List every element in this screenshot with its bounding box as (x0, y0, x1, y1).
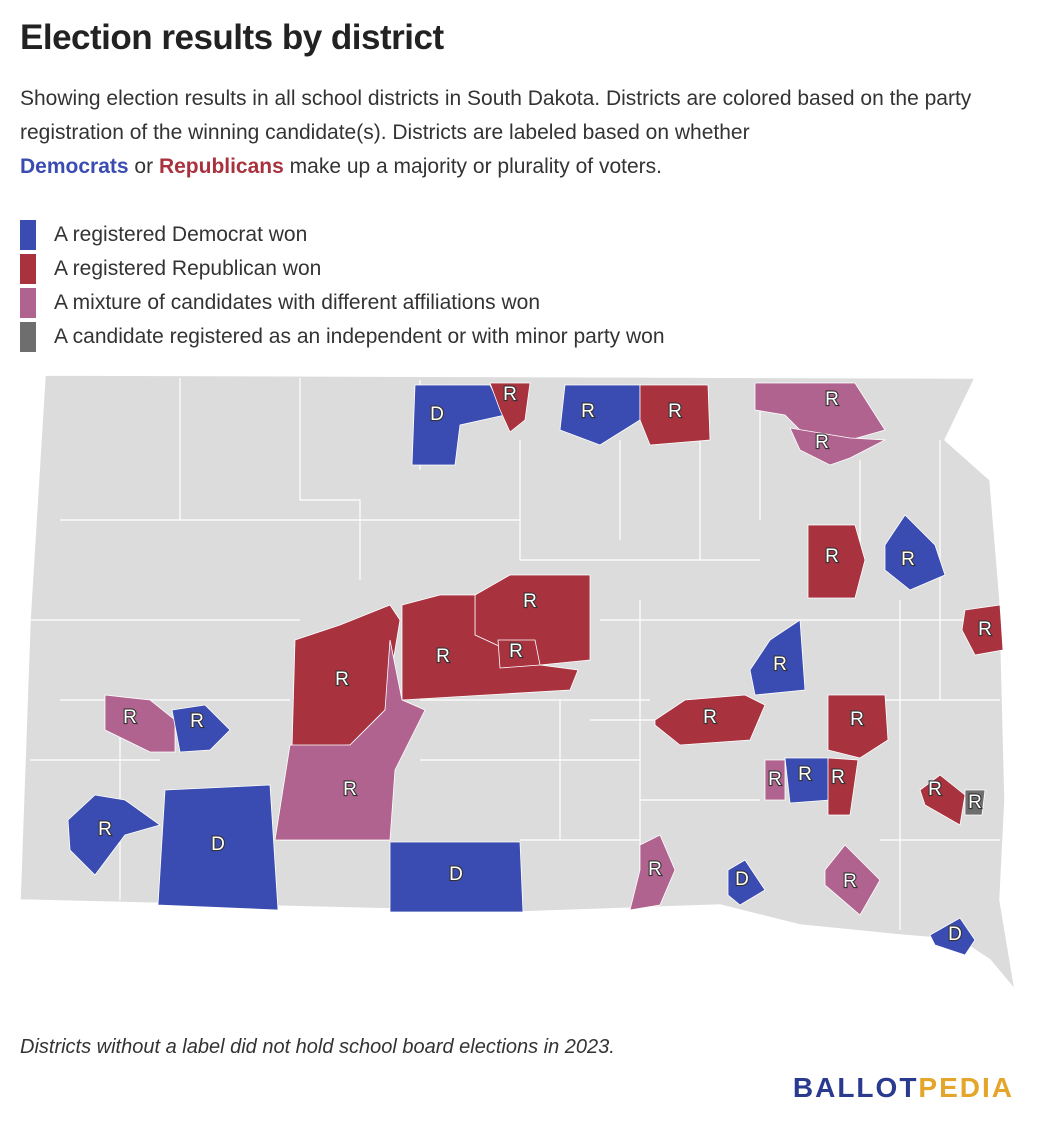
district-label: R (436, 646, 450, 667)
district (639, 384, 711, 446)
district-label: R (581, 401, 595, 422)
district-label: R (668, 401, 682, 422)
district (389, 841, 524, 913)
district (789, 427, 887, 466)
district (157, 784, 279, 911)
district-label: D (430, 404, 444, 425)
district-label: R (928, 779, 942, 800)
legend-label: A registered Democrat won (54, 223, 308, 246)
district (827, 694, 889, 759)
district-label: R (768, 769, 782, 790)
legend-item: A mixture of candidates with different a… (20, 286, 665, 320)
district (67, 794, 161, 876)
district (171, 704, 231, 753)
district-borders (30, 378, 1000, 930)
district (749, 619, 806, 696)
district-label: R (850, 709, 864, 730)
legend-item: A registered Democrat won (20, 218, 665, 252)
district-label: R (98, 819, 112, 840)
legend-swatch (20, 254, 36, 284)
district (964, 789, 986, 816)
democrats: Democrats (20, 155, 129, 178)
district-label: R (825, 546, 839, 567)
district-label: R (343, 779, 357, 800)
district-label: R (503, 384, 517, 405)
district-label: R (843, 871, 857, 892)
district (104, 694, 176, 753)
legend-label: A mixture of candidates with different a… (54, 291, 540, 314)
district-label: D (735, 869, 749, 890)
district-label: R (190, 711, 204, 732)
district (489, 382, 531, 433)
republicans: Republicans (158, 155, 284, 178)
district (961, 604, 1004, 656)
legend-swatch (20, 220, 36, 250)
legend: A registered Democrat won A registered Re… (20, 218, 665, 354)
logo: BALLOTPEDIA (793, 1072, 1014, 1104)
border-lines (30, 378, 1000, 930)
district-label: R (901, 549, 915, 570)
legend-item: A candidate registered as an independent… (20, 320, 665, 354)
district-label: R (825, 389, 839, 410)
district-label: D (948, 924, 962, 945)
description-text: or (134, 155, 154, 178)
district (827, 757, 859, 816)
district-label: R (648, 859, 662, 880)
districts: D R R R R R R R R R R R R R R R R R R R D D R R R R R R D R D (67, 382, 1004, 956)
district (727, 859, 766, 906)
legend-swatch (20, 288, 36, 318)
footnote: Districts without a label did not hold s… (20, 1036, 615, 1058)
district (497, 639, 541, 669)
district-label: R (509, 641, 523, 662)
description-text: make up a majority or plurality of voter… (289, 155, 662, 178)
district (884, 514, 946, 591)
district-label: R (968, 792, 982, 813)
district-label: D (211, 834, 225, 855)
district-label: R (335, 669, 349, 690)
district (824, 844, 881, 916)
map: D R R R R R R R R R R R R R R R R R R R D D R R R R R R D R D (19, 374, 1017, 993)
district (274, 639, 426, 841)
district (559, 384, 641, 446)
district (764, 759, 786, 801)
district (929, 917, 976, 956)
logo-part: BALLOT (792, 1072, 919, 1103)
legend-label: A registered Republican won (54, 257, 322, 280)
legend-item: A registered Republican won (20, 252, 665, 286)
district-label: R (831, 767, 845, 788)
description-text: Showing election results in all school d… (20, 87, 972, 144)
district (629, 834, 676, 911)
district-label: R (815, 432, 829, 453)
district-label: R (978, 619, 992, 640)
description: Showing election results in all school d… (20, 82, 1020, 184)
district-label: R (123, 707, 137, 728)
district (654, 694, 766, 746)
district-label: R (523, 591, 537, 612)
district-label: D (449, 864, 463, 885)
district (807, 524, 866, 599)
district-label: R (773, 654, 787, 675)
legend-label: A candidate registered as an independent… (54, 325, 665, 348)
district (919, 774, 966, 826)
title: Election results by district (20, 18, 444, 57)
district-label: R (703, 707, 717, 728)
legend-swatch (20, 322, 36, 352)
district (411, 384, 506, 466)
district-label: R (798, 764, 812, 785)
logo-part: PEDIA (918, 1072, 1014, 1103)
